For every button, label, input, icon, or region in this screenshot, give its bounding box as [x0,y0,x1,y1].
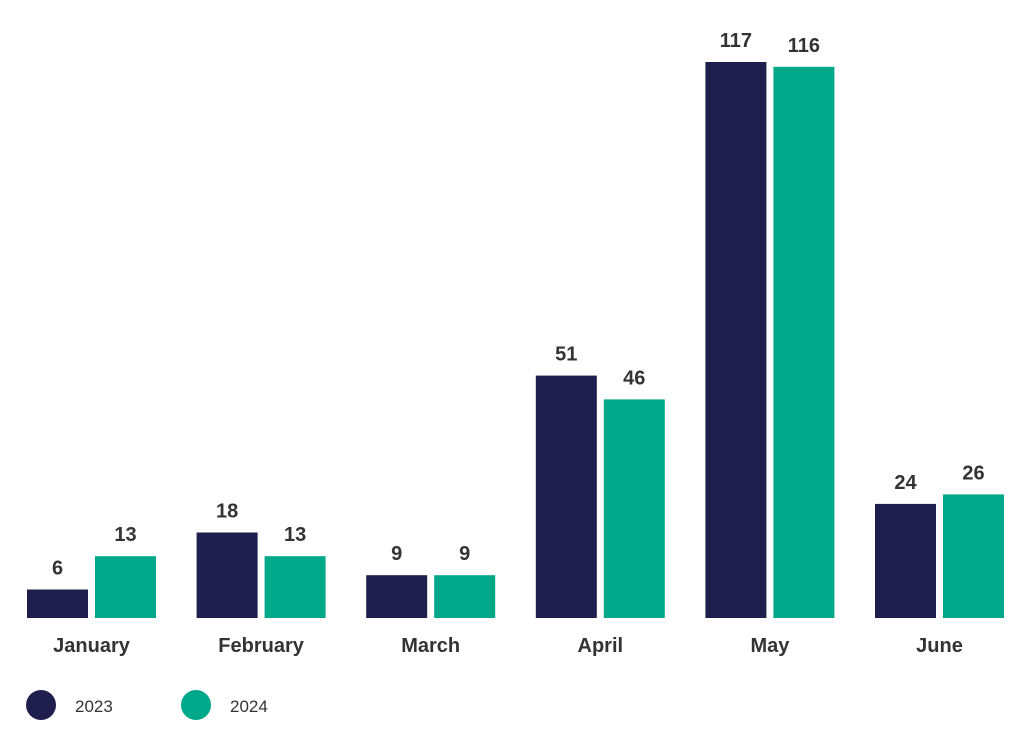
bar-2024-june [943,494,1004,618]
value-label-2024-february: 13 [284,524,306,546]
bar-2023-february [196,532,258,618]
legend-label-2023: 2023 [75,697,113,716]
value-label-2023-may: 117 [720,30,752,52]
legend-marker-2023 [26,690,56,720]
bar-2024-march [434,575,496,618]
legend-marker-2024 [181,690,211,720]
value-label-2024-june: 26 [962,462,984,484]
value-labels-layer: 6 13 18 13 9 9 51 46 117 116 24 26 [52,30,985,580]
value-label-2023-february: 18 [216,501,238,523]
bar-2024-april [603,399,665,618]
category-label-february: February [218,635,304,657]
value-label-2024-january: 13 [114,524,136,546]
value-label-2024-may: 116 [788,35,820,57]
category-label-may: May [750,635,790,657]
category-label-april: April [578,635,624,657]
value-label-2024-march: 9 [459,543,470,565]
value-label-2023-january: 6 [52,558,63,580]
bar-2023-may [705,62,767,618]
category-label-march: March [401,635,460,657]
bar-2024-february [264,556,326,618]
category-labels-layer: January February March April May June [53,635,963,657]
value-label-2024-april: 46 [623,367,645,389]
value-label-2023-april: 51 [555,344,577,366]
bar-2024-january [95,556,156,618]
value-label-2023-march: 9 [391,543,402,565]
category-label-january: January [53,635,131,657]
legend-label-2024: 2024 [230,697,268,716]
bar-2023-march [366,575,428,618]
bar-2023-april [535,375,597,618]
category-label-june: June [916,635,963,657]
bar-2023-january [27,589,88,618]
bars-layer [27,62,1004,619]
value-label-2023-june: 24 [894,472,917,494]
bar-2024-may [773,66,835,619]
legend: 2023 2024 [26,690,268,720]
bar-2023-june [875,503,936,618]
